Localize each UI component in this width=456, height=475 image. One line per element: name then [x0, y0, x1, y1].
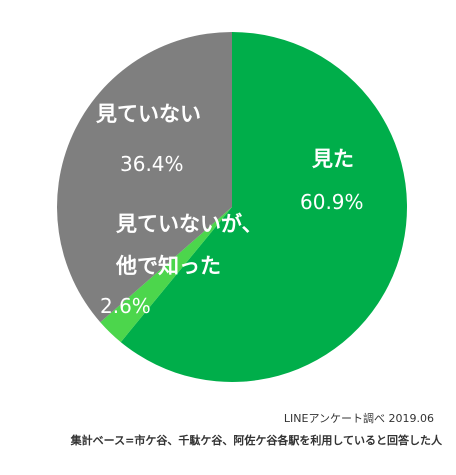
basis-note: 集計ベース=市ケ谷、千駄ケ谷、阿佐ケ谷各駅を利用していると回答した人	[70, 434, 442, 447]
pie-chart	[57, 32, 408, 382]
source-note: LINEアンケート調べ 2019.06	[283, 412, 434, 425]
label-knew-pct: 2.6%	[100, 294, 151, 318]
label-notseen-pct: 36.4%	[120, 152, 184, 176]
label-seen: 見た	[312, 147, 354, 171]
label-notseen: 見ていない	[96, 102, 201, 126]
label-knew-line1: 見ていないが、	[116, 212, 263, 236]
pie-slice-2	[57, 32, 232, 323]
pie-slice-1	[100, 207, 233, 343]
pie-slice-0	[120, 32, 408, 382]
label-knew-line2: 他で知った	[116, 254, 221, 278]
label-seen-pct: 60.9%	[300, 190, 364, 214]
